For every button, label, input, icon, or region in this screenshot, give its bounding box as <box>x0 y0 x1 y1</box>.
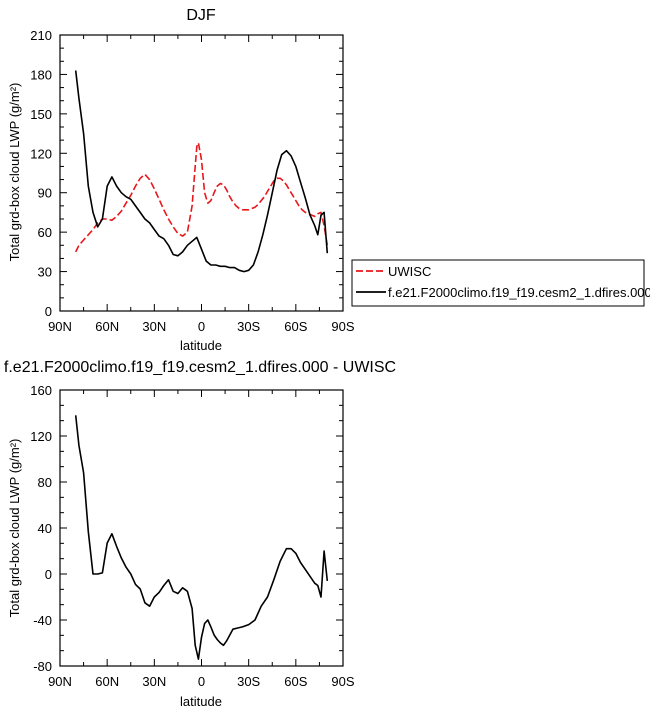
top-series-line-0 <box>74 142 329 253</box>
bottom-x-tick-label: 90N <box>48 674 72 689</box>
bottom-y-tick-label: 120 <box>30 429 52 444</box>
legend-label-uwisc: UWISC <box>388 264 431 279</box>
top-x-tick-label: 30S <box>237 319 260 334</box>
bottom-y-tick-label: -80 <box>33 659 52 674</box>
top-series-line-1 <box>74 70 329 273</box>
bottom-y-tick-label: -40 <box>33 613 52 628</box>
top-x-tick-label: 60N <box>95 319 119 334</box>
legend-label-model: f.e21.F2000climo.f19_f19.cesm2_1.dfires.… <box>388 285 650 300</box>
bottom-y-tick-label: 40 <box>38 521 52 536</box>
bottom-y-tick-label: 160 <box>30 383 52 398</box>
bottom-series-line-0 <box>74 415 329 660</box>
bottom-x-tick-label: 90S <box>331 674 354 689</box>
bottom-x-tick-label: 0 <box>198 674 205 689</box>
bottom-panel: f.e21.F2000climo.f19_f19.cesm2_1.dfires.… <box>4 359 396 709</box>
bottom-axis-ticks: 90N 60N 30N 0 30S 60S 90S -80 -40 0 40 80 120 160 <box>30 383 355 689</box>
top-y-tick-label: 0 <box>45 304 52 319</box>
top-x-tick-label: 90N <box>48 319 72 334</box>
bottom-x-tick-label: 60S <box>284 674 307 689</box>
top-x-tick-label: 30N <box>142 319 166 334</box>
bottom-y-axis-label: Total grd-box cloud LWP (g/m²) <box>7 439 22 618</box>
bottom-y-tick-label: 80 <box>38 475 52 490</box>
top-x-axis-label: latitude <box>180 338 222 353</box>
bottom-x-tick-label: 30S <box>237 674 260 689</box>
top-plot-frame <box>59 34 344 312</box>
top-panel: DJF 90N 60N 30N 0 30S 60S 90S 0 30 60 90 120 150 180 2… <box>7 7 355 353</box>
bottom-x-tick-label: 30N <box>142 674 166 689</box>
bottom-x-tick-label: 60N <box>95 674 119 689</box>
top-x-tick-label: 90S <box>331 319 354 334</box>
bottom-x-axis-label: latitude <box>180 694 222 709</box>
top-y-tick-label: 60 <box>38 225 52 240</box>
top-y-tick-label: 150 <box>30 107 52 122</box>
top-y-tick-label: 210 <box>30 28 52 43</box>
top-chart-title: DJF <box>186 7 216 24</box>
legend-box <box>351 259 645 307</box>
bottom-plot-frame <box>59 389 344 667</box>
top-x-tick-label: 0 <box>198 319 205 334</box>
top-y-axis-label: Total grd-box cloud LWP (g/m²) <box>7 83 22 262</box>
top-axis-ticks: 90N 60N 30N 0 30S 60S 90S 0 30 60 90 120 150 180 210 <box>30 28 355 334</box>
top-y-tick-label: 120 <box>30 146 52 161</box>
top-x-tick-label: 60S <box>284 319 307 334</box>
top-y-tick-label: 90 <box>38 186 52 201</box>
top-y-tick-label: 180 <box>30 67 52 82</box>
bottom-series-lines <box>74 415 329 660</box>
bottom-chart-title: f.e21.F2000climo.f19_f19.cesm2_1.dfires.… <box>4 359 396 376</box>
legend: UWISC f.e21.F2000climo.f19_f19.cesm2_1.d… <box>351 259 650 307</box>
top-series-lines <box>74 70 329 273</box>
top-y-tick-label: 30 <box>38 265 52 280</box>
bottom-y-tick-label: 0 <box>45 567 52 582</box>
